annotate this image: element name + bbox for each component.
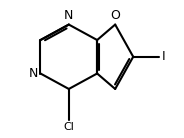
Text: Cl: Cl xyxy=(63,122,74,132)
Text: N: N xyxy=(29,67,38,80)
Text: O: O xyxy=(110,9,120,22)
Text: N: N xyxy=(64,9,73,22)
Text: I: I xyxy=(162,50,165,63)
